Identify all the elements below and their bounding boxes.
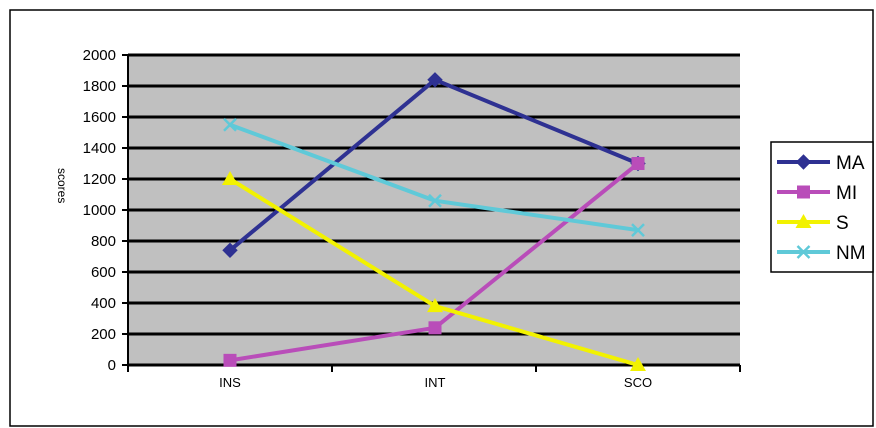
legend-marker-ma bbox=[795, 154, 812, 170]
data-point-s bbox=[427, 298, 443, 313]
y-tick-label: 200 bbox=[91, 326, 116, 343]
data-point-s bbox=[222, 171, 238, 185]
data-point-nm-stroke bbox=[223, 117, 237, 132]
data-point-nm-stroke bbox=[631, 223, 645, 238]
data-point-ma bbox=[222, 242, 238, 259]
y-tick-label: 400 bbox=[91, 295, 116, 312]
y-tick-label: 600 bbox=[91, 264, 116, 281]
y-tick-label: 800 bbox=[91, 233, 116, 250]
y-tick-label: 1000 bbox=[83, 202, 116, 219]
y-tick-label: 1400 bbox=[83, 140, 116, 157]
y-axis-label: scores bbox=[55, 168, 69, 203]
data-point-mi bbox=[428, 321, 442, 335]
legend-marker-nm bbox=[796, 245, 811, 259]
legend-marker-s bbox=[795, 214, 812, 228]
data-point-mi bbox=[631, 157, 645, 170]
y-tick-label: 1200 bbox=[83, 171, 116, 188]
legend-marker-mi bbox=[797, 185, 810, 199]
series-markers bbox=[222, 72, 646, 371]
legend-label-nm: NM bbox=[836, 243, 866, 264]
x-tick-label: INT bbox=[425, 375, 446, 390]
legend-label-mi: MI bbox=[836, 183, 857, 204]
data-point-mi bbox=[223, 353, 237, 367]
legend-label-s: S bbox=[836, 213, 849, 234]
y-tick-label: 2000 bbox=[83, 47, 116, 64]
data-point-ma bbox=[427, 72, 443, 88]
x-tick-label: INS bbox=[219, 375, 241, 390]
data-point-nm-stroke bbox=[428, 193, 442, 208]
data-point-nm bbox=[631, 223, 645, 238]
data-point-nm bbox=[428, 193, 442, 208]
y-tick-label: 1600 bbox=[83, 109, 116, 126]
y-tick-label: 1800 bbox=[83, 78, 116, 95]
legend: MA MI S NM bbox=[777, 153, 866, 264]
data-point-s bbox=[630, 357, 646, 371]
legend-marker-nm-stroke bbox=[796, 245, 811, 259]
x-tick-label: SCO bbox=[624, 375, 652, 390]
legend-label-ma: MA bbox=[836, 153, 865, 174]
data-point-nm bbox=[223, 117, 237, 132]
y-tick-label: 0 bbox=[108, 357, 116, 374]
